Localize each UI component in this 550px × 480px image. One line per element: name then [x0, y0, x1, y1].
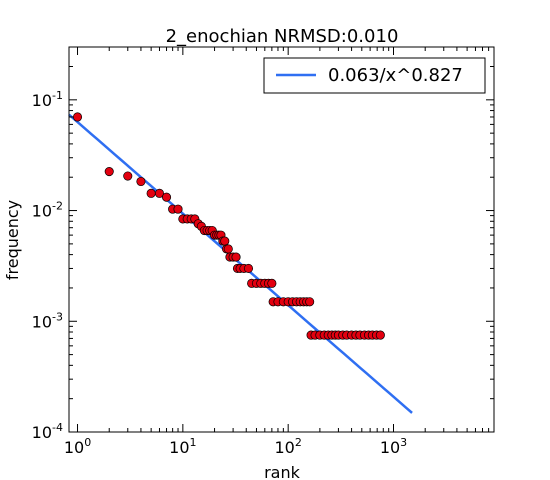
- data-point: [161, 192, 172, 202]
- y-tick-label: 10-2: [32, 200, 63, 221]
- legend: 0.063/x^0.827: [263, 57, 486, 94]
- data-point: [104, 167, 114, 177]
- data-point: [267, 278, 277, 288]
- y-tick-label: 10-3: [32, 310, 63, 331]
- y-axis-label: frequency: [3, 200, 22, 280]
- x-tick-label: 100: [64, 436, 91, 457]
- x-tick-label: 102: [274, 436, 301, 457]
- axis-ticks: [69, 47, 495, 433]
- data-point: [243, 263, 254, 273]
- x-tick-labels: 100 101 102 103: [64, 436, 407, 457]
- data-point: [173, 204, 183, 214]
- chart-title: 2_enochian NRMSD:0.010: [166, 26, 399, 47]
- data-point: [223, 244, 233, 254]
- x-tick-label: 101: [169, 436, 196, 457]
- x-tick-label: 103: [380, 436, 407, 457]
- plot-area: [69, 47, 494, 432]
- data-point: [136, 176, 146, 187]
- data-point: [146, 188, 156, 198]
- data-point: [305, 297, 315, 307]
- data-point: [72, 112, 83, 122]
- data-point: [375, 330, 385, 340]
- plot-frame: [68, 46, 495, 433]
- y-tick-labels: 10-1 10-2 10-3 10-4: [32, 89, 63, 442]
- data-point: [231, 252, 241, 262]
- data-point: [123, 171, 133, 181]
- x-axis-label: rank: [264, 463, 301, 480]
- fit-line: [68, 113, 413, 414]
- legend-label: 0.063/x^0.827: [328, 65, 463, 86]
- fit-line-layer: [68, 113, 413, 414]
- data-points-layer: [72, 112, 385, 340]
- y-tick-label: 10-1: [32, 89, 63, 110]
- y-tick-label: 10-4: [32, 421, 63, 442]
- data-point: [154, 188, 165, 198]
- data-point: [220, 236, 230, 246]
